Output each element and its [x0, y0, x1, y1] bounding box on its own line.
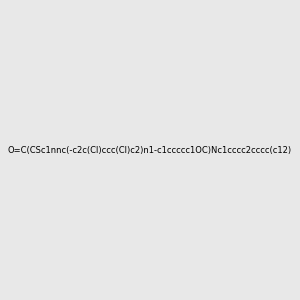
Text: O=C(CSc1nnc(-c2c(Cl)ccc(Cl)c2)n1-c1ccccc1OC)Nc1cccc2cccc(c12): O=C(CSc1nnc(-c2c(Cl)ccc(Cl)c2)n1-c1ccccc… — [8, 146, 292, 154]
